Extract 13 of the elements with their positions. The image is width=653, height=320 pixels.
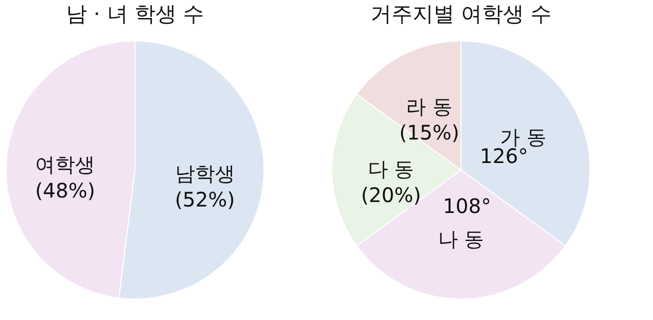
slice-label: 여학생: [35, 152, 96, 177]
chart-title: 거주지별 여학생 수: [370, 2, 552, 26]
slice-label: 가 동: [500, 125, 547, 150]
data-label: (48%): [35, 178, 96, 203]
data-label: (52%): [174, 187, 235, 212]
text: 108°: [442, 194, 492, 218]
slice-label: 다 동: [368, 157, 414, 181]
data-label: (20%): [360, 183, 422, 207]
data-label: (15%): [399, 120, 460, 145]
chart-title: 남 · 녀 학생 수: [66, 2, 204, 26]
slice-label: 남학생: [174, 161, 235, 186]
slice-label: 라 동: [406, 94, 452, 119]
slice-label: 나 동: [438, 227, 484, 251]
